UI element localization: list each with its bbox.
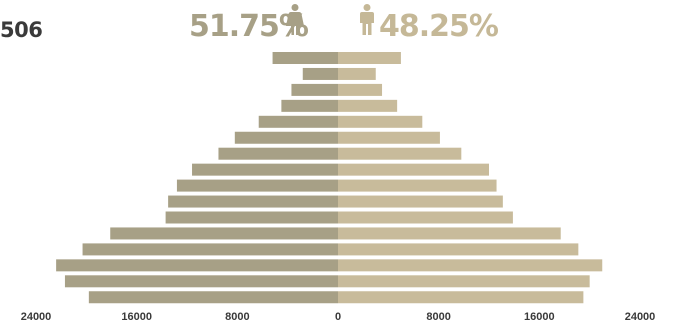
female-bar — [192, 163, 338, 176]
x-tick-label: 0 — [334, 311, 342, 323]
male-bar — [338, 291, 584, 304]
male-bar — [338, 131, 440, 144]
male-bar — [338, 115, 423, 128]
female-bar — [291, 83, 338, 96]
female-bar — [64, 275, 339, 288]
male-bar — [338, 67, 376, 80]
male-bar — [338, 179, 497, 192]
male-bar — [338, 83, 383, 96]
x-tick-label: 16000 — [121, 311, 152, 323]
x-tick-label: 24000 — [20, 311, 52, 323]
male-bar — [338, 195, 503, 208]
female-bar — [176, 179, 338, 192]
male-bar — [338, 99, 398, 112]
female-bar — [56, 259, 339, 272]
male-bar — [338, 147, 462, 160]
female-bar — [218, 147, 338, 160]
male-bar — [338, 163, 489, 176]
female-bar — [281, 99, 338, 112]
male-bar — [338, 259, 603, 272]
x-tick-label: 24000 — [624, 311, 656, 323]
x-tick-label: 16000 — [524, 311, 555, 323]
female-bar — [165, 211, 338, 224]
female-person-icon — [286, 4, 304, 35]
male-bar — [338, 227, 561, 240]
x-tick-label: 8000 — [225, 311, 250, 323]
male-bar — [338, 52, 401, 64]
female-bar — [88, 291, 338, 304]
x-tick-label: 8000 — [426, 311, 451, 323]
female-bar — [258, 115, 338, 128]
female-bar — [168, 195, 338, 208]
female-bar — [234, 131, 338, 144]
female-bar — [302, 67, 338, 80]
male-person-icon — [360, 4, 374, 35]
female-bar — [110, 227, 338, 240]
male-bar — [338, 275, 590, 288]
female-bar — [272, 52, 338, 64]
male-bar — [338, 211, 513, 224]
male-bar — [338, 243, 579, 256]
male-percentage: 48.25% — [379, 9, 499, 44]
female-bar — [82, 243, 338, 256]
partial-count-label: 506 — [0, 18, 43, 42]
